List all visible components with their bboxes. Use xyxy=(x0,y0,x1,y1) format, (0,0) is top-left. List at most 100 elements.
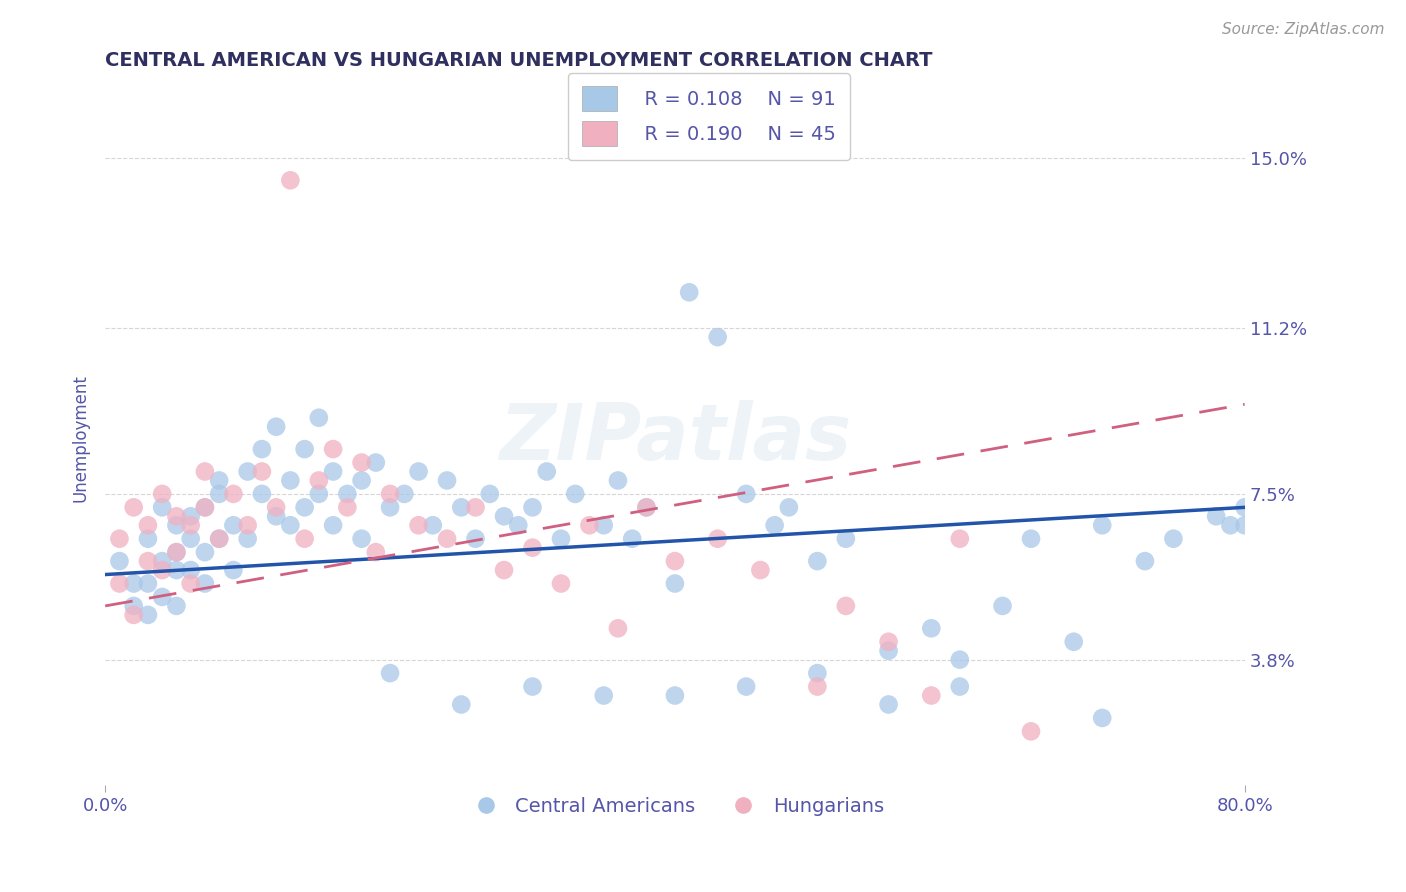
Point xyxy=(336,487,359,501)
Point xyxy=(806,680,828,694)
Point xyxy=(678,285,700,300)
Point xyxy=(308,487,330,501)
Point xyxy=(450,500,472,515)
Point xyxy=(308,474,330,488)
Point xyxy=(835,599,858,613)
Point xyxy=(806,666,828,681)
Point xyxy=(478,487,501,501)
Point xyxy=(294,500,316,515)
Point xyxy=(1205,509,1227,524)
Point xyxy=(550,576,572,591)
Point xyxy=(607,621,630,635)
Point xyxy=(1219,518,1241,533)
Point xyxy=(920,621,942,635)
Point xyxy=(778,500,800,515)
Point xyxy=(877,698,900,712)
Point xyxy=(294,532,316,546)
Point xyxy=(165,518,187,533)
Point xyxy=(1091,518,1114,533)
Point xyxy=(322,465,344,479)
Point xyxy=(1163,532,1185,546)
Point xyxy=(165,509,187,524)
Point xyxy=(636,500,658,515)
Point xyxy=(735,680,758,694)
Point xyxy=(949,653,972,667)
Point xyxy=(364,545,387,559)
Point xyxy=(1019,724,1042,739)
Point xyxy=(408,465,430,479)
Point xyxy=(806,554,828,568)
Point xyxy=(592,518,614,533)
Point xyxy=(378,487,401,501)
Point xyxy=(422,518,444,533)
Point xyxy=(621,532,644,546)
Point xyxy=(194,545,217,559)
Point xyxy=(607,474,630,488)
Point xyxy=(236,532,259,546)
Point xyxy=(165,599,187,613)
Point xyxy=(835,532,858,546)
Point xyxy=(1133,554,1156,568)
Point xyxy=(264,500,287,515)
Point xyxy=(122,599,145,613)
Point xyxy=(664,576,686,591)
Point xyxy=(280,518,302,533)
Point xyxy=(991,599,1014,613)
Point xyxy=(136,607,159,622)
Point xyxy=(136,518,159,533)
Point xyxy=(378,666,401,681)
Text: CENTRAL AMERICAN VS HUNGARIAN UNEMPLOYMENT CORRELATION CHART: CENTRAL AMERICAN VS HUNGARIAN UNEMPLOYME… xyxy=(105,51,932,70)
Point xyxy=(522,680,544,694)
Point xyxy=(108,532,131,546)
Legend: Central Americans, Hungarians: Central Americans, Hungarians xyxy=(458,789,891,824)
Point xyxy=(1233,518,1256,533)
Point xyxy=(108,554,131,568)
Point xyxy=(150,590,173,604)
Point xyxy=(1019,532,1042,546)
Point xyxy=(236,465,259,479)
Point xyxy=(294,442,316,456)
Y-axis label: Unemployment: Unemployment xyxy=(72,374,89,502)
Point xyxy=(1233,500,1256,515)
Point xyxy=(250,465,273,479)
Point xyxy=(564,487,586,501)
Point xyxy=(150,487,173,501)
Point xyxy=(1091,711,1114,725)
Point xyxy=(450,698,472,712)
Point xyxy=(322,442,344,456)
Point xyxy=(165,563,187,577)
Point xyxy=(464,532,486,546)
Point xyxy=(208,532,231,546)
Point xyxy=(1063,634,1085,648)
Point xyxy=(664,554,686,568)
Point xyxy=(180,509,202,524)
Point xyxy=(550,532,572,546)
Point xyxy=(920,689,942,703)
Point xyxy=(180,576,202,591)
Point xyxy=(949,680,972,694)
Text: ZIPatlas: ZIPatlas xyxy=(499,400,851,476)
Point xyxy=(364,456,387,470)
Point xyxy=(492,509,515,524)
Point xyxy=(236,518,259,533)
Point xyxy=(150,554,173,568)
Point xyxy=(536,465,558,479)
Point xyxy=(280,173,302,187)
Point xyxy=(949,532,972,546)
Point xyxy=(522,541,544,555)
Point xyxy=(735,487,758,501)
Point xyxy=(436,474,458,488)
Point xyxy=(122,576,145,591)
Point xyxy=(749,563,772,577)
Point xyxy=(578,518,600,533)
Point xyxy=(222,563,245,577)
Point xyxy=(122,500,145,515)
Point xyxy=(350,456,373,470)
Point xyxy=(180,532,202,546)
Point xyxy=(522,500,544,515)
Point xyxy=(136,532,159,546)
Point xyxy=(194,576,217,591)
Text: Source: ZipAtlas.com: Source: ZipAtlas.com xyxy=(1222,22,1385,37)
Point xyxy=(194,500,217,515)
Point xyxy=(350,532,373,546)
